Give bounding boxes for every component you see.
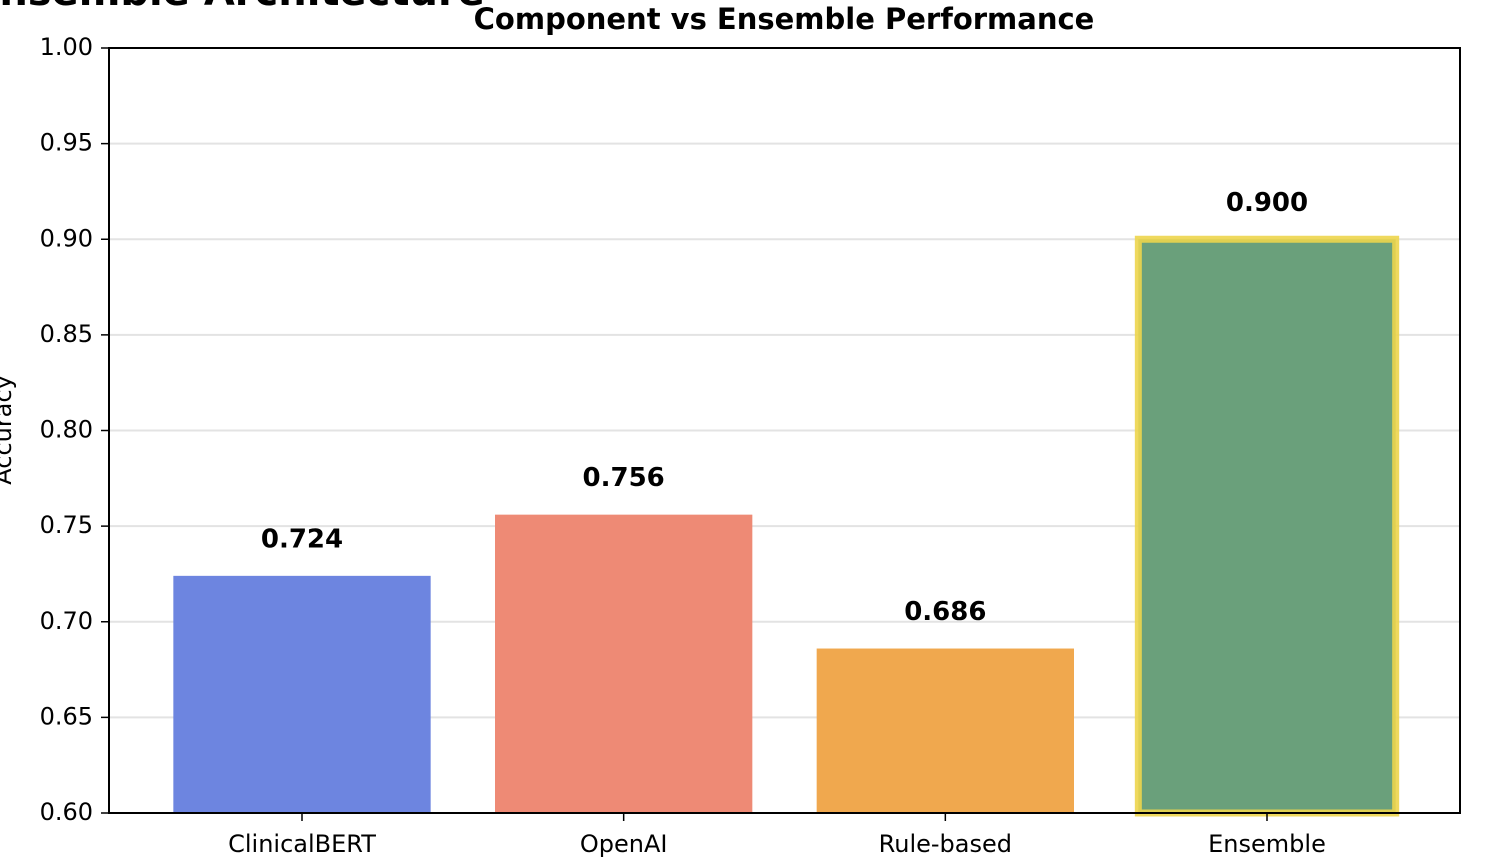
x-tick-label: Rule-based xyxy=(879,830,1012,858)
bar xyxy=(495,514,753,813)
x-tick-label: OpenAI xyxy=(580,830,668,858)
y-tick-label: 0.60 xyxy=(40,798,93,826)
value-label: 0.900 xyxy=(1226,188,1308,218)
bar xyxy=(1134,235,1400,817)
x-tick-label: ClinicalBERT xyxy=(228,830,376,858)
y-axis-label: Accuracy xyxy=(0,375,17,485)
y-tick-label: 0.75 xyxy=(40,511,93,539)
suptitle: Ensemble Architecture xyxy=(0,0,485,15)
y-tick-label: 0.65 xyxy=(40,702,93,730)
bar xyxy=(173,575,431,813)
x-tick-label: Ensemble xyxy=(1208,830,1326,858)
y-tick-label: 0.85 xyxy=(40,320,93,348)
y-tick-label: 0.70 xyxy=(40,607,93,635)
plot-frame xyxy=(108,47,1461,814)
y-tick-label: 0.80 xyxy=(40,416,93,444)
bar xyxy=(816,648,1074,813)
y-tick-label: 1.00 xyxy=(40,33,93,61)
y-tick-label: 0.95 xyxy=(40,129,93,157)
value-label: 0.724 xyxy=(261,524,343,554)
chart-title: Component vs Ensemble Performance xyxy=(474,2,1095,36)
value-label: 0.686 xyxy=(904,597,986,627)
y-tick-label: 0.90 xyxy=(40,224,93,252)
value-label: 0.756 xyxy=(583,463,665,493)
